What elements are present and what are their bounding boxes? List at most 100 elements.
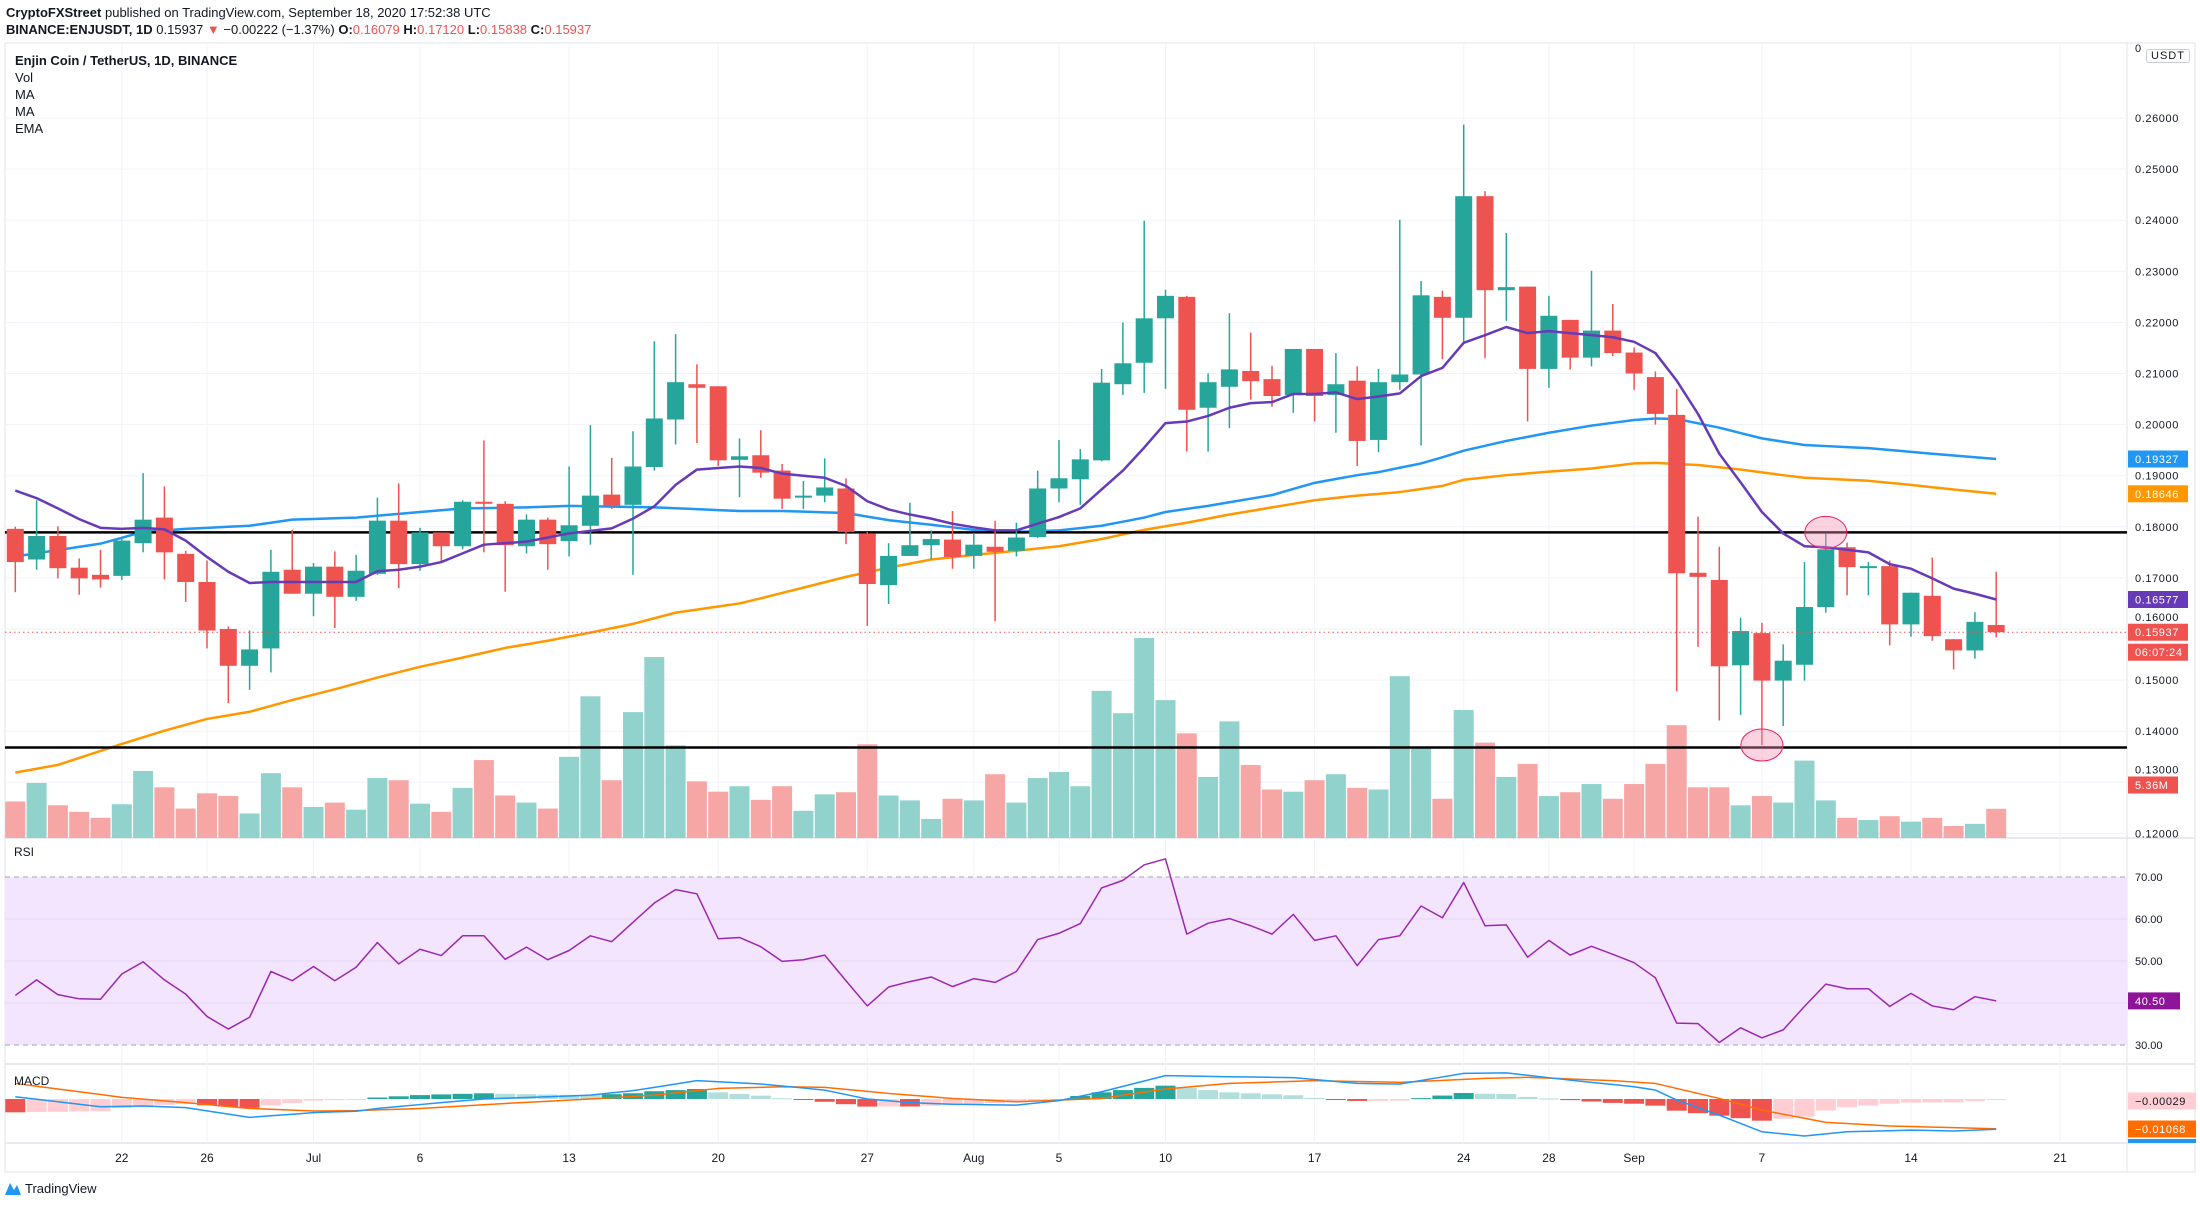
- date-tick-label: 22: [115, 1151, 129, 1165]
- candle-body: [28, 535, 46, 560]
- date-tick-label: Aug: [963, 1151, 984, 1165]
- currency-button[interactable]: USDT: [2146, 49, 2190, 63]
- volume-bar: [1666, 725, 1687, 838]
- price-tick-label: 0.21000: [2135, 369, 2179, 381]
- candle-body: [1625, 352, 1643, 374]
- price-axis-label-text: 0.16577: [2135, 595, 2179, 607]
- price-axis-label: 0.18646: [2128, 485, 2188, 503]
- candle: [326, 551, 344, 628]
- candle-body: [113, 540, 131, 576]
- macd-histogram-bar: [516, 1094, 537, 1099]
- volume-bar: [1304, 780, 1325, 838]
- legend-ma-short[interactable]: MA: [15, 87, 35, 102]
- candle-body: [1561, 319, 1579, 358]
- candle: [1306, 348, 1324, 422]
- tradingview-icon: [5, 1183, 21, 1195]
- rsi-axis-label: 40.50: [2128, 992, 2180, 1010]
- candle: [624, 431, 642, 575]
- macd-histogram-bar: [1219, 1092, 1240, 1099]
- volume-bar: [1560, 792, 1581, 838]
- candle: [1689, 516, 1707, 647]
- macd-histogram-axis-label: −0.00029: [2128, 1092, 2196, 1110]
- candle-body: [837, 488, 855, 532]
- volume-bar: [1943, 826, 1964, 838]
- volume-bar: [814, 794, 835, 838]
- bar-countdown-label-text: 06:07:24: [2135, 647, 2183, 659]
- date-tick-label: 24: [1457, 1151, 1471, 1165]
- macd-histogram-bar: [1624, 1099, 1645, 1104]
- volume-bar: [1688, 787, 1708, 838]
- candle: [688, 364, 706, 443]
- price-tick-label: 0.12000: [2135, 828, 2179, 840]
- candle: [368, 497, 386, 575]
- candle: [1604, 304, 1622, 357]
- volume-bar: [537, 808, 558, 838]
- macd-histogram-bar: [1475, 1093, 1495, 1099]
- macd-histogram-bar: [942, 1099, 963, 1105]
- volume-bar: [90, 817, 111, 838]
- rsi-tick-label: 70.00: [2135, 872, 2163, 884]
- candle-body: [1093, 382, 1111, 461]
- macd-histogram-bar: [303, 1099, 324, 1101]
- volume-bar: [1964, 823, 1985, 838]
- macd-histogram-bar: [729, 1093, 750, 1099]
- legend-ema[interactable]: EMA: [15, 121, 44, 136]
- candle: [1029, 470, 1047, 539]
- volume-axis-label-bg: [2128, 776, 2178, 794]
- candle: [1753, 622, 1771, 745]
- candle: [1412, 281, 1430, 446]
- macd-histogram-bar: [1006, 1099, 1027, 1103]
- candle: [986, 520, 1004, 622]
- volume-bar: [1155, 700, 1176, 838]
- volume-bar: [1815, 800, 1836, 838]
- price-axis-label-bg: [2128, 591, 2188, 609]
- legend-vol[interactable]: Vol: [15, 70, 34, 85]
- candle-body: [1157, 295, 1174, 319]
- volume-bar: [175, 808, 196, 838]
- candle-body: [1263, 379, 1281, 396]
- candle-body: [1391, 374, 1409, 383]
- volume-bar: [1027, 778, 1048, 838]
- candle-body: [454, 501, 472, 547]
- macd-histogram-bar: [346, 1099, 367, 1100]
- candle: [1114, 322, 1132, 395]
- date-tick-label: 27: [861, 1151, 875, 1165]
- date-tick-label: Jul: [306, 1151, 321, 1165]
- macd-histogram-bar: [1943, 1099, 1964, 1103]
- candle: [1199, 373, 1217, 452]
- volume-bar: [1432, 798, 1453, 838]
- macd-histogram-bar: [1815, 1099, 1836, 1111]
- macd-histogram-bar: [1091, 1092, 1112, 1099]
- candle-body: [134, 519, 152, 544]
- rsi-tick-label: 30.00: [2135, 1040, 2163, 1052]
- candle: [1071, 449, 1089, 505]
- macd-histogram-bar: [410, 1095, 430, 1099]
- candle: [1135, 220, 1153, 393]
- volume-bar: [324, 802, 345, 838]
- tradingview-brand: TradingView: [25, 1180, 97, 1196]
- rsi-axis-label-bg: [2128, 992, 2180, 1010]
- volume-bar: [1176, 733, 1197, 838]
- candle: [645, 341, 663, 471]
- candle-body: [1476, 196, 1494, 291]
- tradingview-logo[interactable]: TradingView: [4, 1180, 97, 1196]
- candle-body: [645, 418, 663, 468]
- bar-countdown-label-bg: [2128, 643, 2188, 661]
- volume-bar: [1773, 802, 1794, 838]
- candle: [347, 554, 365, 601]
- candle-body: [1497, 287, 1515, 291]
- candle: [773, 463, 791, 509]
- candle-body: [1583, 330, 1600, 358]
- volume-bar: [857, 744, 878, 838]
- candle-body: [368, 520, 386, 574]
- legend-ma-long[interactable]: MA: [15, 104, 35, 119]
- volume-axis-label: 5.36M: [2128, 776, 2178, 794]
- macd-histogram-bar: [559, 1094, 580, 1099]
- macd-histogram-bar: [1837, 1099, 1858, 1108]
- candle-body: [901, 545, 919, 556]
- publisher-name[interactable]: CryptoFXStreet: [6, 5, 102, 20]
- volume-bars: [5, 637, 2007, 838]
- volume-bar: [665, 745, 686, 838]
- candle: [837, 478, 855, 545]
